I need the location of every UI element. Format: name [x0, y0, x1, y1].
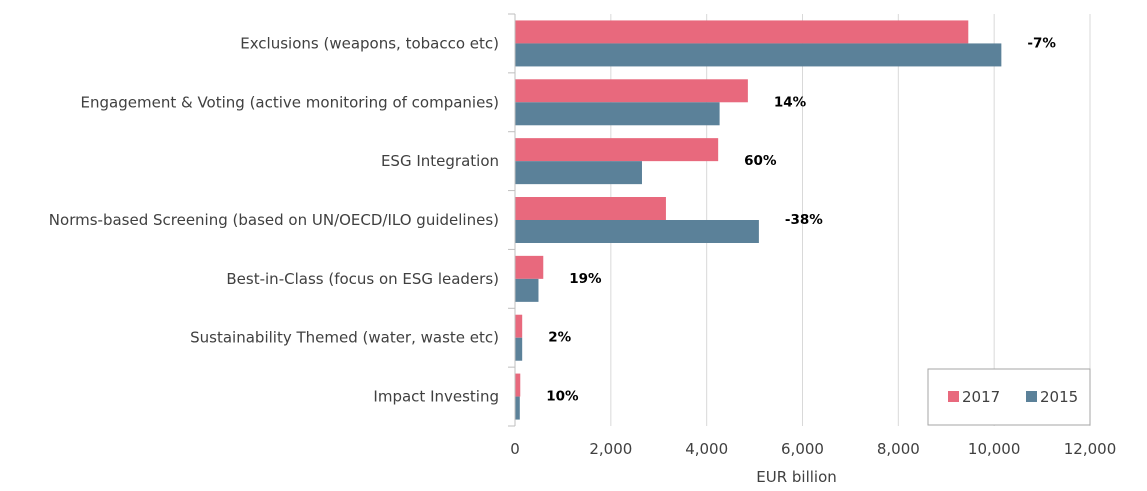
change-label: 2%	[548, 330, 571, 346]
bars	[515, 20, 1002, 420]
category-label: Impact Investing	[373, 388, 499, 406]
bar-2017-6	[515, 314, 523, 338]
bar-2015-2	[515, 102, 720, 126]
bar-2017-1	[515, 20, 969, 44]
bar-2017-5	[515, 255, 544, 279]
change-label: 60%	[744, 153, 777, 169]
axes: 0 2,000 4,000 6,000 8,000 10,000 12,000 EUR bil…	[508, 13, 1117, 486]
labels: Exclusions (weapons, tobacco etc) -7% Enga…	[49, 34, 1057, 405]
change-label: 14%	[774, 94, 807, 110]
legend-label: 2017	[962, 388, 1000, 406]
bar-2015-1	[515, 43, 1002, 67]
category-label: Best-in-Class (focus on ESG leaders)	[226, 270, 499, 288]
bar-2017-4	[515, 197, 666, 220]
change-label: 19%	[569, 271, 602, 287]
bar-2015-5	[515, 278, 539, 302]
category-label: ESG Integration	[381, 152, 499, 170]
legend-swatch-2017	[948, 391, 959, 402]
bar-2017-7	[515, 373, 521, 397]
legend-swatch-2015	[1026, 391, 1037, 402]
bar-2015-6	[515, 337, 523, 361]
legend: 2017 2015	[927, 368, 1091, 426]
category-label: Engagement & Voting (active monitoring o…	[81, 93, 499, 111]
x-tick-label: 10,000	[968, 440, 1021, 458]
x-tick-label: 8,000	[877, 440, 920, 458]
bar-2015-3	[515, 161, 642, 185]
x-tick-label: 6,000	[781, 440, 824, 458]
change-label: -38%	[785, 212, 823, 228]
category-label: Sustainability Themed (water, waste etc)	[190, 329, 499, 347]
x-tick-label: 0	[510, 440, 520, 458]
bar-2017-2	[515, 79, 748, 103]
legend-label: 2015	[1040, 388, 1078, 406]
x-tick-label: 2,000	[589, 440, 632, 458]
category-label: Exclusions (weapons, tobacco etc)	[240, 34, 499, 52]
change-label: 10%	[546, 389, 579, 405]
x-tick-label: 4,000	[685, 440, 728, 458]
change-label: -7%	[1027, 35, 1056, 51]
category-label: Norms-based Screening (based on UN/OECD/…	[49, 211, 499, 229]
x-axis-title: EUR billion	[756, 468, 837, 486]
bar-2017-3	[515, 138, 719, 162]
bar-2015-7	[515, 396, 520, 420]
bar-2015-4	[515, 220, 759, 243]
x-tick-label: 12,000	[1064, 440, 1117, 458]
